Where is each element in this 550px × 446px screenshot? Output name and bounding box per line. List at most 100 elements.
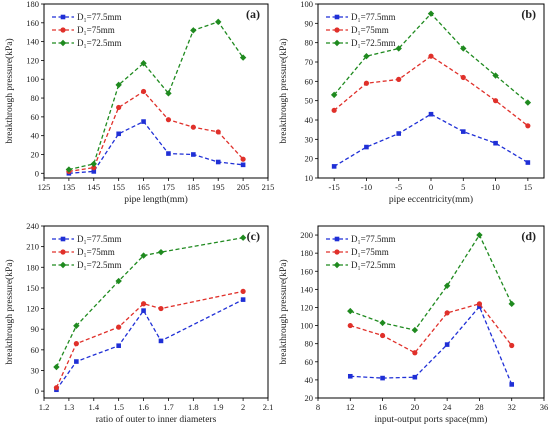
data-point (165, 90, 172, 97)
panel-label: (c) (247, 229, 260, 243)
data-point (65, 166, 73, 173)
data-point (379, 332, 386, 339)
series-line (68, 21, 244, 171)
data-point (165, 117, 172, 123)
data-point (191, 152, 196, 157)
data-point (363, 80, 370, 86)
data-point (141, 308, 146, 313)
data-point (347, 307, 354, 315)
data-point (240, 156, 246, 162)
data-point (411, 326, 419, 334)
data-point (73, 322, 80, 329)
legend-entry: D₁=75mm (77, 247, 115, 257)
data-point (524, 99, 532, 106)
x-tick-label: 12 (346, 402, 355, 412)
data-point (347, 322, 353, 329)
x-tick-label: 8 (316, 402, 320, 412)
y-tick-label: 60 (31, 345, 40, 355)
data-point (74, 359, 79, 364)
x-tick-label: 165 (137, 182, 150, 192)
y-tick-label: 180 (26, 262, 39, 272)
x-axis-label: ratio of outer to inner diameters (96, 414, 217, 425)
legend-marker (334, 14, 340, 20)
data-point (240, 288, 246, 294)
data-point (140, 301, 147, 307)
chart-panel-4: 8 12 16 20 24 28 32 36 20 40 60 80 100 120 140 160 180 20… (278, 225, 548, 425)
legend-marker (60, 14, 66, 20)
data-point (493, 140, 498, 146)
legend-marker (59, 39, 67, 47)
x-tick-label: 24 (443, 402, 452, 412)
data-point (91, 165, 97, 171)
plot-frame (317, 225, 545, 399)
plot-frame (43, 225, 269, 399)
data-point (73, 341, 79, 347)
series-1 (66, 119, 246, 176)
series-line (350, 303, 513, 354)
x-tick-label: 15 (524, 182, 533, 192)
legend-entry: D₁=75mm (351, 247, 389, 257)
data-point (460, 129, 466, 134)
series-line (55, 290, 244, 388)
legend-marker (60, 249, 66, 255)
y-tick-label: 20 (31, 149, 40, 159)
data-point (116, 104, 122, 111)
y-tick-label: 140 (300, 284, 313, 294)
panel-label: (b) (521, 7, 536, 21)
x-tick-label: 1.7 (163, 402, 174, 412)
data-point (477, 304, 482, 309)
x-tick-label: 5 (461, 182, 465, 192)
data-point (363, 53, 370, 60)
x-tick-label: 20 (411, 402, 420, 412)
data-point (395, 45, 402, 52)
series-1 (54, 297, 246, 393)
x-tick-label: -5 (395, 182, 402, 192)
x-axis-label: input-output ports space(mm) (375, 414, 488, 425)
y-tick-label: 80 (31, 93, 40, 103)
data-point (412, 374, 418, 380)
y-tick-label: 120 (26, 55, 39, 65)
y-tick-label: 150 (26, 283, 39, 293)
y-tick-label: 20 (305, 393, 314, 403)
data-point (140, 252, 147, 259)
data-point (444, 310, 450, 316)
series-3 (65, 18, 247, 173)
legend-entry: D₁=75mm (351, 25, 389, 35)
data-point (525, 160, 531, 165)
data-point (215, 18, 222, 26)
y-tick-label: 140 (26, 37, 39, 47)
panel-label: (d) (521, 229, 536, 243)
legend-marker (60, 236, 66, 242)
y-tick-label: 90 (31, 324, 40, 334)
series-1 (331, 111, 531, 169)
y-tick-label: 40 (305, 115, 314, 125)
series-line (350, 233, 513, 331)
data-point (396, 131, 402, 136)
y-tick-label: 60 (305, 357, 314, 367)
series-line (68, 120, 244, 174)
data-point (476, 301, 483, 307)
y-tick-label: 20 (305, 154, 314, 164)
data-point (509, 342, 515, 349)
data-point (427, 10, 435, 17)
panel-label: (a) (246, 7, 260, 21)
legend-marker (60, 27, 66, 33)
data-point (492, 72, 499, 79)
y-tick-label: 100 (300, 0, 313, 9)
data-point (380, 375, 385, 381)
series-3 (347, 231, 515, 334)
y-tick-label: 80 (305, 38, 314, 48)
data-point (91, 169, 97, 174)
legend-entry: D₁=77.5mm (77, 12, 121, 22)
legend-marker (334, 27, 340, 33)
legend-marker (334, 249, 340, 255)
y-tick-label: 100 (26, 74, 39, 84)
x-tick-label: -10 (361, 182, 372, 192)
legend-marker (333, 39, 341, 47)
data-point (460, 45, 467, 52)
data-point (141, 119, 146, 124)
series-2 (331, 53, 531, 129)
y-tick-label: 40 (31, 131, 40, 141)
